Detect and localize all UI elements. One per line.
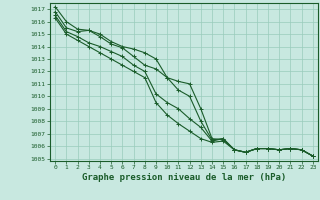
X-axis label: Graphe pression niveau de la mer (hPa): Graphe pression niveau de la mer (hPa) — [82, 173, 286, 182]
